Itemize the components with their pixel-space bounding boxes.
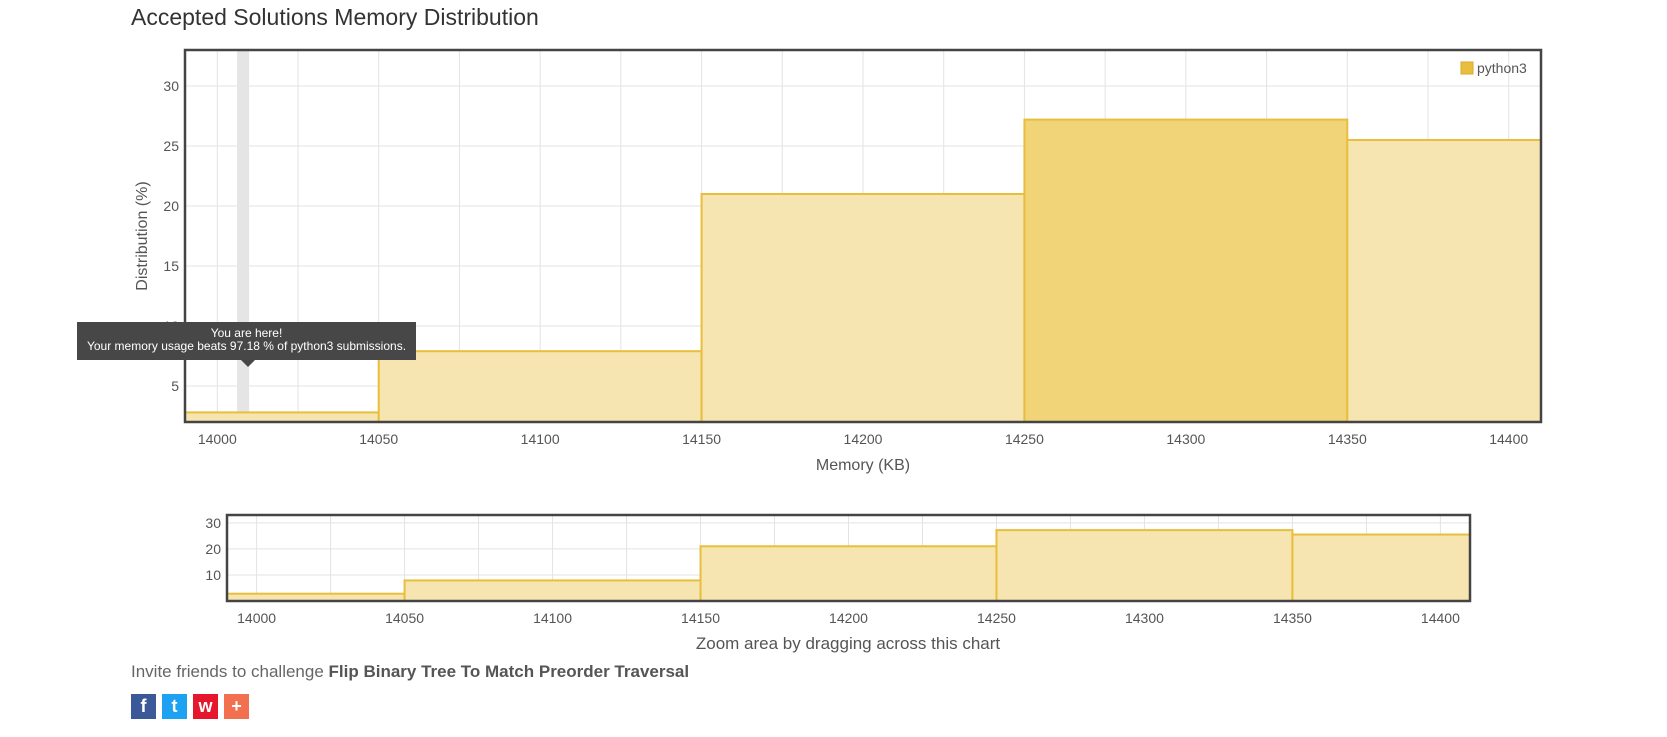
y-tick-label: 30 [205, 515, 221, 531]
share-buttons: f t w + [131, 694, 249, 719]
x-tick-label: 14350 [1273, 610, 1312, 626]
x-tick-label: 14100 [533, 610, 572, 626]
histogram-bar[interactable] [405, 580, 701, 601]
facebook-share-icon[interactable]: f [131, 694, 156, 719]
histogram-bar[interactable] [1292, 535, 1588, 601]
histogram-bar[interactable] [701, 546, 997, 601]
histogram-bar[interactable] [996, 530, 1292, 601]
invite-prefix: Invite friends to challenge [131, 662, 329, 681]
tooltip-text: Your memory usage beats 97.18 % of pytho… [77, 340, 416, 353]
y-tick-label: 10 [205, 567, 221, 583]
problem-name: Flip Binary Tree To Match Preorder Trave… [329, 662, 690, 681]
x-tick-label: 14250 [977, 610, 1016, 626]
x-tick-label: 14150 [681, 610, 720, 626]
x-tick-label: 14400 [1421, 610, 1460, 626]
more-share-icon[interactable]: + [224, 694, 249, 719]
invite-text: Invite friends to challenge Flip Binary … [131, 662, 689, 682]
navigator-caption: Zoom area by dragging across this chart [696, 634, 1001, 653]
weibo-share-icon[interactable]: w [193, 694, 218, 719]
x-tick-label: 14300 [1125, 610, 1164, 626]
twitter-share-icon[interactable]: t [162, 694, 187, 719]
you-are-here-tooltip: You are here! Your memory usage beats 97… [77, 322, 416, 360]
x-tick-label: 14000 [237, 610, 276, 626]
x-tick-label: 14200 [829, 610, 868, 626]
x-tick-label: 14050 [385, 610, 424, 626]
y-tick-label: 20 [205, 541, 221, 557]
